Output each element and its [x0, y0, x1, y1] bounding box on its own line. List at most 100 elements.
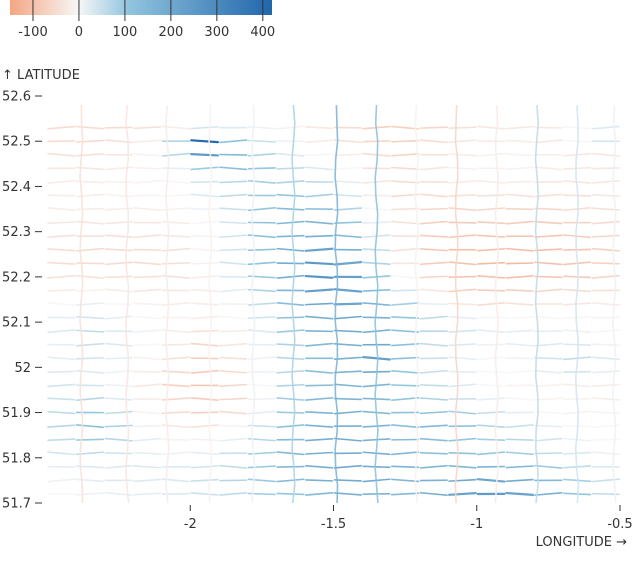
isoline-segment — [534, 248, 563, 252]
isoline-segment — [104, 248, 133, 252]
isoline-segment — [390, 180, 420, 184]
isoline-segment — [190, 139, 219, 144]
isoline-segment — [562, 451, 592, 455]
isoline-segment — [448, 153, 477, 157]
isoline-segment — [161, 247, 191, 252]
isoline-segment — [247, 288, 277, 293]
isoline-segment — [390, 247, 420, 252]
isoline-segment — [276, 140, 305, 143]
isoline-segment — [534, 180, 563, 184]
isoline-segment — [505, 491, 535, 496]
isoline-segment — [476, 451, 506, 456]
isoline-segment — [448, 478, 477, 482]
isoline-segment — [219, 166, 248, 171]
isoline-segment — [448, 329, 477, 333]
isoline-segment — [133, 139, 162, 143]
isoline-segment — [190, 465, 219, 469]
isoline-segment — [276, 329, 305, 334]
isoline-segment — [276, 370, 305, 374]
legend-tick-label: 100 — [112, 25, 137, 40]
meridian-line — [79, 105, 84, 504]
isoline-segment — [219, 234, 248, 239]
isoline-segment — [133, 207, 162, 212]
isoline-segment — [448, 139, 477, 144]
isoline-segment — [190, 451, 219, 455]
isoline-segment — [304, 288, 334, 293]
isoline-segment — [419, 424, 448, 428]
legend-tick-label: 400 — [250, 25, 275, 40]
isoline-segment — [562, 126, 592, 130]
isoline-segment — [390, 343, 420, 347]
isoline-segment — [133, 343, 162, 347]
meridian-line — [374, 105, 379, 504]
isoline-segment — [333, 397, 362, 401]
isoline-segment — [419, 166, 448, 171]
meridian-line — [494, 105, 500, 504]
isoline-segment — [534, 464, 563, 469]
isoline-segment — [161, 167, 191, 170]
isoline-segment — [591, 194, 620, 197]
isoline-segment — [219, 193, 248, 198]
isoline-segment — [476, 478, 506, 483]
isoline-segment — [190, 302, 219, 306]
isoline-segment — [276, 383, 305, 387]
isoline-segment — [104, 464, 133, 469]
isoline-segment — [75, 125, 105, 130]
isoline-segment — [362, 289, 391, 292]
isoline-segment — [305, 479, 334, 482]
isoline-segment — [190, 342, 219, 347]
isoline-segment — [419, 384, 448, 387]
isoline-segment — [247, 410, 277, 415]
isoline-segment — [448, 356, 477, 361]
isoline-segment — [333, 261, 363, 266]
isoline-segment — [448, 221, 477, 224]
isoline-segment — [505, 139, 534, 143]
isoline-segment — [448, 180, 477, 184]
isoline-segment — [161, 411, 191, 414]
isoline-segment — [305, 220, 334, 225]
isoline-segment — [47, 221, 76, 225]
isoline-segment — [333, 180, 362, 184]
isoline-segment — [161, 302, 191, 307]
isoline-segment — [419, 491, 448, 496]
isoline-segment — [47, 451, 76, 456]
isoline-segment — [505, 247, 534, 252]
isoline-segment — [562, 194, 592, 197]
isoline-segment — [276, 152, 305, 157]
meridian-line — [574, 105, 580, 504]
isoline-segment — [133, 478, 162, 483]
isoline-segment — [190, 438, 219, 442]
isoline-segment — [505, 166, 534, 171]
isoline-segment — [448, 492, 477, 496]
isoline-segment — [476, 424, 506, 428]
isoline-segment — [305, 342, 334, 347]
isoline-segment — [276, 234, 305, 238]
isoline-segment — [219, 139, 248, 144]
isoline-segment — [419, 397, 448, 401]
isoline-segment — [219, 383, 248, 388]
meridian-line — [334, 105, 339, 504]
isoline-segment — [534, 491, 563, 496]
isoline-segment — [75, 424, 105, 429]
isoline-segment — [47, 438, 76, 442]
isoline-segment — [247, 383, 277, 388]
x-tick-label: -2 — [184, 517, 197, 532]
isoline-segment — [47, 194, 76, 197]
isoline-segment — [390, 329, 420, 333]
isoline-segment — [419, 342, 448, 347]
isoline-segment — [390, 207, 420, 211]
isoline-segment — [505, 424, 534, 429]
isoline-segment — [276, 166, 305, 170]
isoline-segment — [448, 194, 477, 197]
isoline-segment — [47, 179, 76, 184]
isoline-segment — [591, 356, 620, 361]
isoline-segment — [133, 194, 162, 197]
isoline-segment — [390, 478, 420, 483]
isoline-segment — [476, 302, 506, 307]
isoline-segment — [505, 274, 534, 279]
isoline-segment — [505, 125, 534, 130]
isoline-segment — [161, 370, 191, 374]
isoline-segment — [534, 315, 563, 320]
isoline-segment — [133, 153, 162, 157]
isoline-segment — [190, 424, 219, 429]
